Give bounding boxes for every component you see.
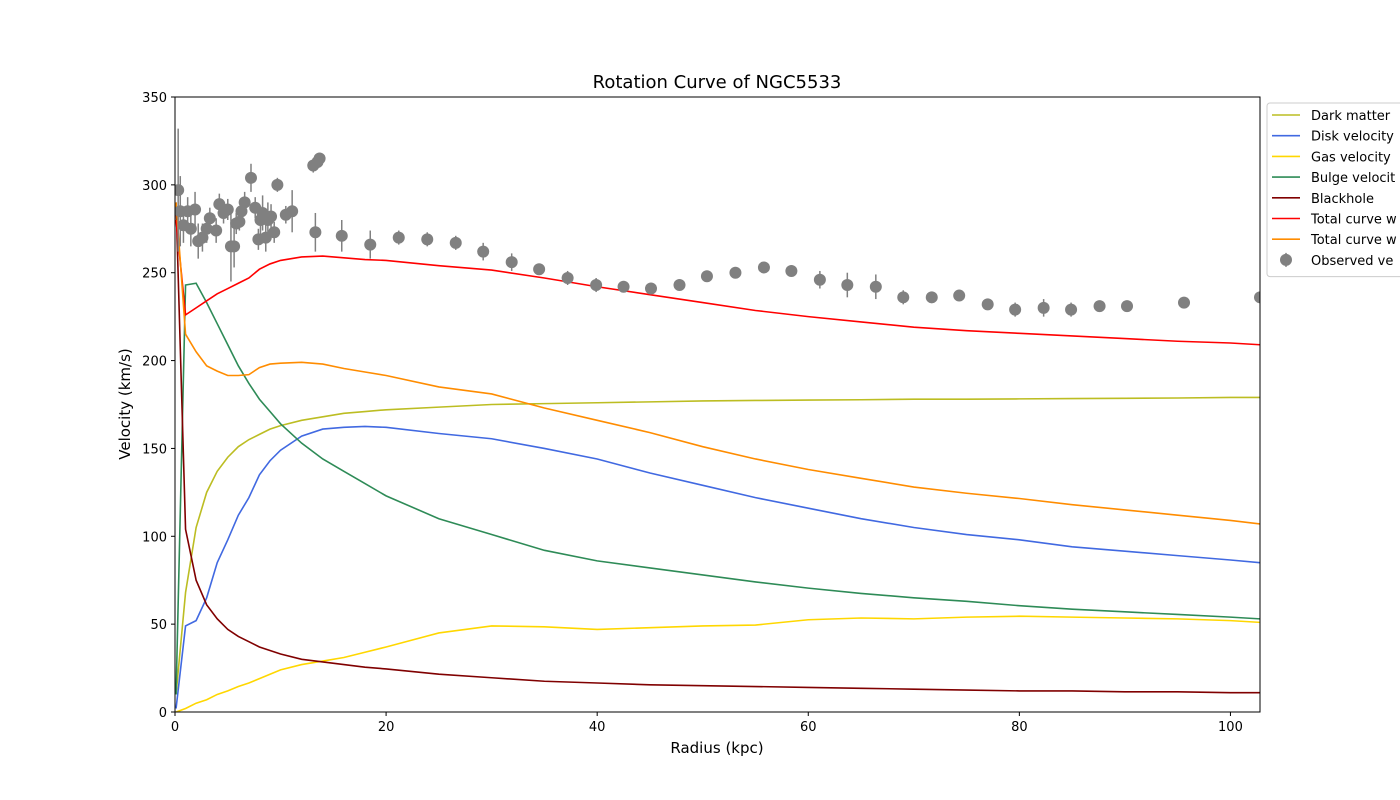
data-point	[561, 271, 574, 284]
data-point	[785, 264, 798, 277]
data-point	[925, 291, 938, 304]
data-point	[1009, 303, 1022, 316]
data-point	[286, 205, 299, 218]
line-series	[175, 202, 1260, 525]
data-point	[1121, 300, 1134, 313]
data-point	[590, 279, 603, 292]
y-axis-label: Velocity (km/s)	[116, 348, 134, 459]
data-point	[271, 178, 284, 191]
y-tick-label: 150	[142, 442, 167, 457]
y-tick-label: 200	[142, 355, 167, 370]
y-tick-label: 0	[159, 706, 167, 721]
data-point	[421, 233, 434, 246]
data-point	[729, 266, 742, 279]
data-point	[477, 245, 490, 258]
data-point	[757, 261, 770, 274]
x-tick-label: 100	[1218, 720, 1243, 735]
data-point	[617, 280, 630, 293]
legend-label: Total curve w	[1310, 213, 1397, 228]
data-point	[1037, 301, 1050, 314]
data-point	[505, 256, 518, 269]
legend-swatch	[1280, 253, 1292, 266]
legend-label: Observed ve	[1311, 254, 1393, 269]
data-point	[813, 273, 826, 286]
data-point	[869, 280, 882, 293]
legend-label: Disk velocity	[1311, 130, 1394, 145]
line-series	[175, 396, 1260, 695]
data-point	[313, 152, 326, 165]
data-point	[210, 224, 223, 237]
x-tick-label: 0	[171, 720, 179, 735]
data-point	[841, 279, 854, 292]
data-point	[265, 210, 278, 223]
chart-title: Rotation Curve of NGC5533	[593, 72, 842, 93]
data-point	[392, 231, 405, 244]
legend-label: Bulge velocit	[1311, 171, 1395, 186]
legend-box	[1266, 102, 1400, 278]
line-series	[175, 202, 1260, 694]
data-point	[175, 184, 185, 197]
data-point	[228, 240, 241, 253]
line-series	[175, 282, 1260, 695]
data-point	[897, 291, 910, 304]
y-tick-label: 50	[150, 618, 167, 633]
data-point	[953, 289, 966, 302]
data-point	[233, 215, 246, 228]
data-point	[673, 279, 686, 292]
legend-label: Total curve w	[1310, 233, 1397, 248]
x-tick-label: 60	[800, 720, 817, 735]
y-tick-label: 250	[142, 267, 167, 282]
x-tick-label: 40	[589, 720, 606, 735]
y-tick-label: 350	[142, 91, 167, 106]
data-point	[184, 222, 197, 235]
line-series	[175, 615, 1260, 712]
data-point	[221, 203, 234, 216]
data-point	[981, 298, 994, 311]
data-point	[1065, 303, 1078, 316]
axes-frame	[174, 96, 1261, 713]
data-point	[335, 229, 348, 242]
legend-label: Dark matter	[1311, 109, 1391, 124]
data-point	[364, 238, 377, 251]
legend-label: Blackhole	[1311, 192, 1374, 207]
data-point	[1178, 296, 1191, 309]
data-point	[268, 226, 281, 239]
data-point	[449, 236, 462, 249]
data-point	[533, 263, 546, 276]
data-point	[189, 203, 202, 216]
x-tick-label: 20	[378, 720, 395, 735]
data-point	[309, 226, 322, 239]
legend: Dark matter Disk velocity Gas velocity Bulg…	[1266, 102, 1400, 278]
plot-area	[175, 128, 1260, 712]
y-tick-label: 100	[142, 530, 167, 545]
y-tick-label: 300	[142, 179, 167, 194]
data-point	[700, 270, 713, 283]
legend-label: Gas velocity	[1311, 150, 1391, 165]
data-point	[645, 282, 658, 295]
x-tick-label: 80	[1011, 720, 1028, 735]
line-series	[175, 219, 1260, 346]
x-axis-label: Radius (kpc)	[670, 739, 763, 757]
data-point	[238, 196, 251, 209]
data-point	[1254, 291, 1260, 304]
data-point	[244, 171, 257, 184]
data-point	[203, 212, 216, 225]
data-point	[1093, 300, 1106, 313]
line-series	[175, 425, 1260, 709]
